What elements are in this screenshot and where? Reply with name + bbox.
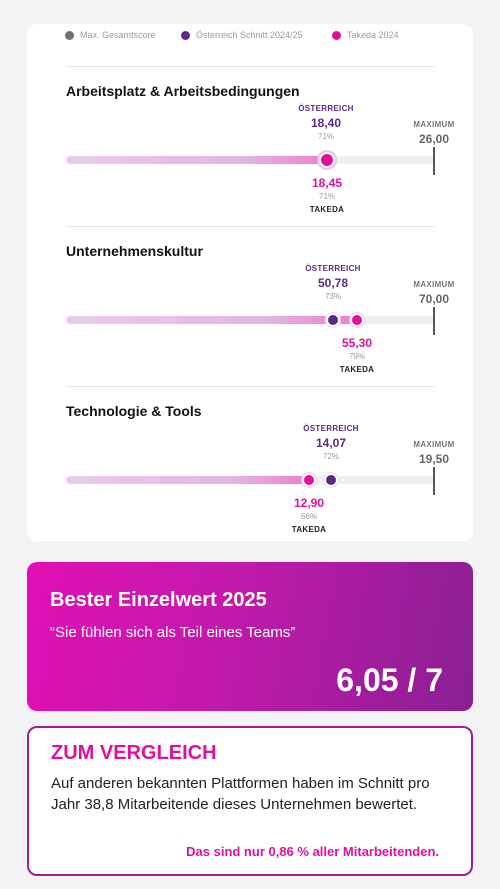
takeda-caption: TAKEDA [309, 205, 345, 214]
divider [66, 386, 434, 387]
austria-value: 14,07 [315, 436, 347, 450]
takeda-value: 12,90 [293, 496, 325, 510]
maximum-line [433, 147, 435, 175]
section-title: Unternehmenskultur [66, 243, 203, 259]
takeda-percent: 79% [348, 352, 366, 361]
takeda-marker [319, 152, 335, 168]
best-score-card: Bester Einzelwert 2025 “Sie fühlen sich … [27, 562, 473, 711]
austria-value: 18,40 [310, 116, 342, 130]
maximum-caption: MAXIMUM [413, 440, 455, 449]
score-track [66, 156, 434, 164]
austria-marker [326, 313, 340, 327]
legend-item-max: Max. Gesamtscore [65, 30, 156, 40]
austria-caption: ÖSTERREICH [305, 264, 361, 273]
legend-dot-max [65, 30, 74, 40]
maximum-caption: MAXIMUM [413, 280, 455, 289]
legend-dot-austria [181, 30, 190, 40]
takeda-percent: 71% [318, 192, 336, 201]
takeda-fill [66, 316, 357, 324]
best-score-quote: “Sie fühlen sich als Teil eines Teams” [50, 624, 296, 641]
takeda-label: 18,45 71% TAKEDA [310, 173, 345, 214]
maximum-line [433, 307, 435, 335]
maximum-caption: MAXIMUM [413, 120, 455, 129]
austria-caption: ÖSTERREICH [298, 104, 354, 113]
maximum-line [433, 467, 435, 495]
section-arbeitsplatz: Arbeitsplatz & Arbeitsbedingungen ÖSTERR… [0, 83, 500, 243]
comparison-card: ZUM VERGLEICH Auf anderen bekannten Plat… [27, 726, 473, 876]
austria-marker [324, 473, 338, 487]
legend-label-austria: Österreich Schnitt 2024/25 [196, 30, 303, 40]
legend-label-takeda: Takeda 2024 [347, 30, 399, 40]
score-card [27, 24, 473, 541]
legend-item-austria: Österreich Schnitt 2024/25 [181, 30, 303, 40]
maximum-value: 19,50 [418, 452, 450, 466]
takeda-label: 55,30 79% TAKEDA [340, 333, 375, 374]
legend-item-takeda: Takeda 2024 [332, 30, 399, 40]
maximum-label: MAXIMUM 19,50 [413, 440, 455, 466]
takeda-label: 12,90 66% TAKEDA [292, 493, 327, 534]
austria-label: ÖSTERREICH 14,07 72% [303, 425, 358, 461]
divider [66, 66, 434, 67]
best-score-value: 6,05 / 7 [336, 662, 443, 698]
takeda-percent: 66% [300, 512, 318, 521]
takeda-caption: TAKEDA [291, 525, 327, 534]
comparison-note: Das sind nur 0,86 % aller Mitarbeitenden… [186, 844, 439, 859]
maximum-label: MAXIMUM 26,00 [413, 120, 455, 146]
section-technologie: Technologie & Tools ÖSTERREICH 14,07 72%… [0, 403, 500, 563]
takeda-fill [66, 156, 327, 164]
austria-caption: ÖSTERREICH [303, 424, 359, 433]
austria-percent: 73% [324, 292, 342, 301]
legend-dot-takeda [332, 30, 341, 40]
score-track [66, 316, 434, 324]
legend-label-max: Max. Gesamtscore [80, 30, 156, 40]
takeda-marker [302, 473, 316, 487]
austria-label: ÖSTERREICH 18,40 71% [298, 105, 353, 141]
takeda-value: 18,45 [311, 176, 343, 190]
maximum-value: 70,00 [418, 292, 450, 306]
takeda-fill [66, 476, 309, 484]
austria-percent: 72% [322, 452, 340, 461]
austria-percent: 71% [317, 132, 335, 141]
takeda-value: 55,30 [341, 336, 373, 350]
divider [66, 226, 434, 227]
austria-value: 50,78 [317, 276, 349, 290]
takeda-marker [350, 313, 364, 327]
maximum-label: MAXIMUM 70,00 [413, 280, 455, 306]
best-score-title: Bester Einzelwert 2025 [50, 589, 267, 611]
comparison-title: ZUM VERGLEICH [51, 742, 217, 764]
section-unternehmenskultur: Unternehmenskultur ÖSTERREICH 50,78 73% … [0, 243, 500, 403]
section-title: Arbeitsplatz & Arbeitsbedingungen [66, 83, 300, 99]
score-track [66, 476, 434, 484]
takeda-caption: TAKEDA [339, 365, 375, 374]
comparison-text: Auf anderen bekannten Plattformen haben … [51, 775, 430, 813]
austria-label: ÖSTERREICH 50,78 73% [305, 265, 360, 301]
section-title: Technologie & Tools [66, 403, 202, 419]
maximum-value: 26,00 [418, 132, 450, 146]
